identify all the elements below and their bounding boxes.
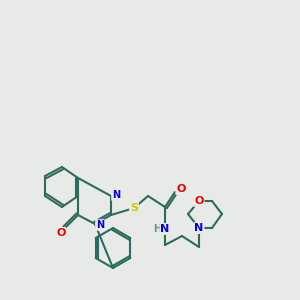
Text: O: O (176, 184, 186, 194)
Text: O: O (56, 228, 66, 238)
Text: O: O (194, 196, 204, 206)
Text: N: N (160, 224, 169, 234)
Text: S: S (130, 203, 138, 213)
Text: N: N (112, 190, 120, 200)
Text: H: H (153, 224, 161, 234)
Text: N: N (194, 223, 204, 233)
Text: N: N (96, 220, 104, 230)
